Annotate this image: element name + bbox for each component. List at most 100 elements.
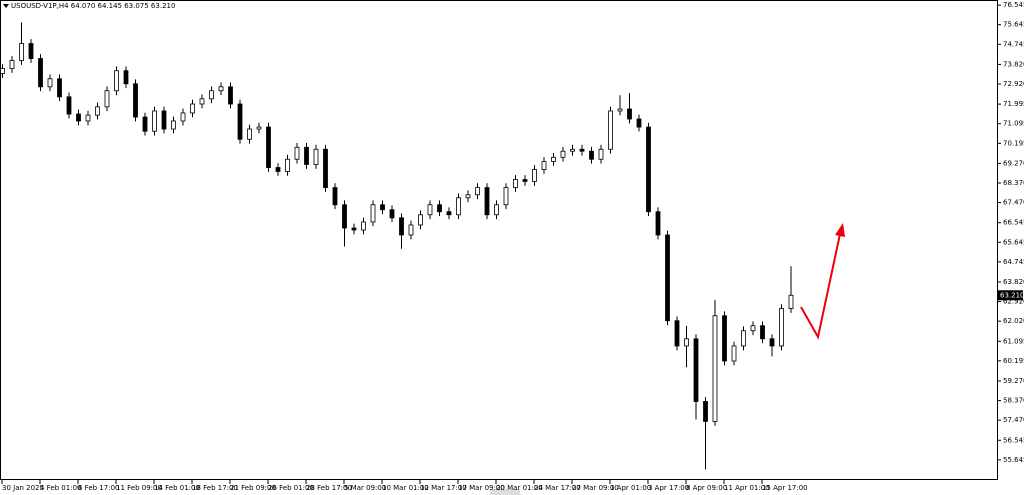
candle-body — [741, 330, 746, 347]
candle-body — [218, 86, 224, 92]
candle-body — [399, 217, 404, 236]
candle-body — [256, 126, 262, 130]
candle-body — [665, 234, 670, 322]
current-price-label: 63.210 — [1000, 291, 1024, 299]
candle-body — [95, 106, 100, 116]
candle-body — [532, 169, 537, 182]
y-tick-label: 68.370 — [1003, 179, 1024, 187]
candle-body — [788, 294, 794, 309]
candle-body — [703, 401, 708, 422]
x-tick-label: 30 Jan 2025 — [2, 484, 44, 492]
candle-body — [427, 204, 433, 216]
x-tick-label: 24 Mar 17:00 — [534, 484, 581, 492]
x-tick-label: 15 Apr 17:00 — [762, 484, 808, 492]
candle-body — [418, 214, 423, 226]
candle-body — [389, 209, 395, 219]
candle-body — [28, 43, 34, 59]
candle-body — [209, 90, 214, 100]
y-tick-label: 74.745 — [1003, 40, 1024, 48]
x-tick-label: 11 Feb 09:00 — [116, 484, 162, 492]
candle-body — [76, 113, 81, 122]
candle-body — [551, 156, 556, 162]
y-tick-label: 71.095 — [1003, 120, 1024, 128]
candle-body — [228, 86, 233, 105]
candle-body — [646, 126, 651, 213]
candle-body — [161, 110, 167, 130]
x-tick-label: 12 Mar 17:00 — [420, 484, 467, 492]
x-tick-label: 3 Apr 17:00 — [648, 484, 689, 492]
candle-body — [693, 338, 699, 402]
candle-body — [446, 211, 452, 216]
y-tick-label: 60.195 — [1003, 357, 1024, 365]
candle-body — [779, 308, 784, 347]
plot-frame — [0, 0, 998, 480]
candle-body — [123, 70, 129, 85]
candle-body — [180, 112, 186, 122]
candle-body — [0, 68, 5, 74]
candle-body — [9, 60, 15, 69]
candle-body — [199, 98, 205, 105]
x-tick-label: 10 Mar 01:00 — [382, 484, 429, 492]
y-tick-label: 67.470 — [1003, 199, 1024, 207]
current-price-box — [998, 290, 1023, 301]
x-tick-label: 28 Feb 17:00 — [306, 484, 352, 492]
candle-body — [484, 187, 490, 216]
y-tick-label: 63.820 — [1003, 278, 1024, 286]
candle-body — [655, 211, 661, 236]
candle-body — [541, 161, 547, 170]
chart-title: USOUSD-V1P,H4 64.070 64.145 63.075 63.21… — [11, 2, 175, 10]
x-tick-label: 18 Feb 17:00 — [192, 484, 238, 492]
candle-body — [760, 325, 765, 340]
annotation-arrow — [800, 233, 841, 340]
candle-body — [456, 197, 461, 216]
y-tick-label: 56.545 — [1003, 436, 1024, 444]
y-tick-label: 76.545 — [1003, 1, 1024, 9]
candle-body — [47, 78, 53, 88]
x-tick-label: 11 Apr 01:00 — [724, 484, 770, 492]
y-tick-label: 64.745 — [1003, 258, 1024, 266]
candle-body — [114, 70, 119, 92]
x-tick-label: 27 Mar 09:00 — [572, 484, 619, 492]
y-tick-label: 70.195 — [1003, 139, 1024, 147]
x-tick-label: 17 Mar 09:00 — [458, 484, 505, 492]
y-tick-label: 62.020 — [1003, 317, 1024, 325]
candle-body — [522, 179, 528, 182]
candle-body — [494, 204, 499, 216]
candle-body — [712, 315, 718, 422]
candle-body — [503, 187, 509, 206]
candle-body — [313, 148, 319, 165]
y-tick-label: 71.995 — [1003, 100, 1024, 108]
candle-body — [275, 167, 281, 172]
candle-body — [579, 148, 585, 152]
candle-body — [465, 194, 471, 199]
candle-body — [342, 204, 347, 229]
y-tick-label: 73.820 — [1003, 60, 1024, 68]
candle-body — [304, 146, 309, 165]
candle-body — [750, 325, 756, 332]
y-tick-label: 62.920 — [1003, 298, 1024, 306]
candle-body — [769, 338, 775, 347]
candle-body — [513, 179, 518, 188]
x-tick-label: 20 Mar 01:00 — [496, 484, 543, 492]
candle-body — [475, 187, 480, 196]
candle-body — [722, 315, 727, 362]
candle-body — [247, 128, 252, 140]
candle-body — [266, 126, 271, 168]
candle-body — [237, 103, 243, 140]
y-tick-label: 66.545 — [1003, 219, 1024, 227]
candle-body — [19, 43, 24, 61]
y-tick-label: 55.645 — [1003, 456, 1024, 464]
candle-body — [380, 204, 385, 211]
candle-body — [66, 96, 72, 115]
candle-body — [684, 338, 689, 347]
scroll-marker — [490, 489, 520, 495]
candle-body — [598, 148, 604, 160]
candle-body — [38, 58, 43, 88]
y-tick-label: 69.270 — [1003, 159, 1024, 167]
candle-body — [57, 78, 62, 98]
candle-body — [608, 110, 613, 150]
candle-body — [437, 204, 442, 213]
candle-body — [85, 114, 91, 122]
candle-body — [104, 90, 110, 108]
